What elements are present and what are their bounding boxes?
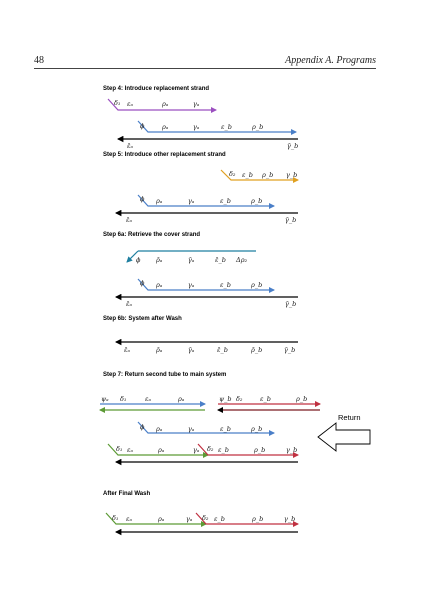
replacement-strand [107, 98, 217, 113]
label-rho-b: ρ_b [251, 515, 263, 523]
label-rho-b: ρ_b [250, 281, 262, 289]
label-gamma-a: γₐ [186, 515, 193, 523]
label-gamma-b-bar: γ̄_b [284, 346, 295, 354]
label-phi: ϕ [140, 279, 145, 287]
label-phi: ϕ [140, 423, 145, 431]
label-gamma-b: γ_b [286, 171, 297, 179]
label-gamma-b-bar: γ̄_b [287, 142, 298, 150]
label-gamma-a: γₐ [193, 100, 200, 108]
label-phi: ϕ [140, 122, 145, 130]
label-eps-b-bar: ε̄_b [217, 346, 228, 354]
label-gamma-a: γₐ [188, 425, 195, 433]
label-delta2: δ₂ [229, 170, 236, 178]
label-gamma-b: γ_b [284, 515, 295, 523]
label-eps-b: ε_b [221, 123, 232, 131]
main-strand [137, 194, 275, 209]
label-eps-b: ε_b [220, 281, 231, 289]
label-rho-a-bar: ρ̄ₐ [155, 346, 163, 354]
step-5-diagram: δ₂ ε_b ρ_b γ_b ϕ ρₐ γₐ ε_b ρ_b ε̄ₐ γ̄_b [114, 169, 299, 224]
step-6a-heading: Step 6a: Retrieve the cover strand [103, 232, 201, 238]
green-strand [107, 443, 209, 458]
label-delta1: δ₁ [116, 445, 123, 453]
label-eps-a-bar: ε̄ₐ [127, 142, 133, 150]
label-rho-b: ρ_b [250, 197, 262, 205]
label-gamma-a: γₐ [188, 281, 195, 289]
main-strand [137, 278, 275, 293]
label-psi-a: ψₐ [101, 395, 109, 403]
label-gamma-a: γₐ [188, 197, 195, 205]
label-eps-b: ε_b [260, 395, 271, 403]
label-eps-b: ε_b [242, 171, 253, 179]
label-gamma-b-bar: γ̄_b [285, 300, 296, 308]
label-rho-b: ρ_b [253, 446, 265, 454]
label-eps-a-bar: ε̄ₐ [126, 216, 132, 224]
label-gamma-a-bar: γ̄ₐ [188, 346, 195, 354]
label-gamma-a: γₐ [193, 446, 200, 454]
label-delta2: δ₂ [236, 395, 243, 403]
label-gamma-b: γ_b [286, 446, 297, 454]
red-strand [197, 443, 299, 458]
label-gamma-a: γₐ [193, 123, 200, 131]
label-eps-b: ε_b [220, 425, 231, 433]
label-rho-b: ρ_b [250, 425, 262, 433]
label-gamma-a-bar: γ̄ₐ [188, 256, 195, 264]
label-eps-b: ε_b [214, 515, 225, 523]
label-rho-b: ρ_b [295, 395, 307, 403]
final-wash-diagram: δ₁ εₐ ρₐ γₐ δ₂ ε_b ρ_b γ_b [105, 512, 299, 536]
label-phi: ϕ [140, 195, 145, 203]
label-rho-a: ρₐ [155, 281, 163, 289]
step-4-heading: Step 4: Introduce replacement strand [103, 86, 210, 92]
running-title: Appendix A. Programs [285, 55, 376, 66]
label-eps-a-bar: ε̄ₐ [124, 346, 130, 354]
return-label: Return [338, 413, 361, 422]
label-eps-b: ε_b [218, 446, 229, 454]
label-rho-b: ρ_b [251, 123, 263, 131]
label-delta1: δ₁ [114, 99, 121, 107]
step-6b-heading: Step 6b: System after Wash [103, 316, 182, 322]
header-rule [34, 68, 376, 69]
label-eps-b-bar: ε̄_b [215, 256, 226, 264]
label-delta2: δ₂ [207, 445, 214, 453]
page-number: 48 [34, 55, 44, 66]
label-delta1: δ₁ [112, 514, 119, 522]
step-6b-diagram: ε̄ₐ ρ̄ₐ γ̄ₐ ε̄_b ρ̄_b γ̄_b [114, 338, 298, 354]
label-gamma-b-bar: γ̄_b [285, 216, 296, 224]
return-arrow-outline [317, 422, 371, 452]
label-eps-a: εₐ [145, 395, 151, 403]
label-delta1: δ₁ [120, 395, 127, 403]
label-eps-a: εₐ [127, 100, 133, 108]
label-rho-a-bar: ρ̄ₐ [155, 256, 163, 264]
step-5-heading: Step 5: Introduce other replacement stra… [103, 152, 226, 158]
red-strand [195, 512, 299, 527]
label-rho-a: ρₐ [155, 425, 163, 433]
label-eps-b: ε_b [220, 197, 231, 205]
main-strand [137, 421, 275, 436]
label-rho-a: ρₐ [177, 395, 185, 403]
final-wash-heading: After Final Wash [103, 491, 151, 497]
step-7-heading: Step 7: Return second tube to main syste… [103, 372, 227, 378]
label-rho-a: ρₐ [157, 446, 165, 454]
cover-strand-tail [126, 250, 139, 263]
main-strand [137, 120, 297, 135]
return-arrow: Return [317, 413, 371, 452]
label-rho-a: ρₐ [155, 197, 163, 205]
label-rho-b: ρ_b [261, 171, 273, 179]
label-rho-a: ρₐ [161, 123, 169, 131]
other-replacement-strand [220, 169, 299, 183]
label-eps-a: εₐ [126, 515, 132, 523]
label-delta-rho2: Δρ₂ [235, 256, 248, 264]
step-7-diagram: ψₐ δ₁ εₐ ρₐ ψ_b δ₂ ε_b ρ_b ϕ ρₐ γₐ ε_b ρ… [99, 395, 371, 466]
label-delta2: δ₂ [202, 514, 209, 522]
label-rho-a: ρₐ [157, 515, 165, 523]
label-psi-b: ψ_b [219, 395, 232, 403]
green-strand [105, 512, 207, 527]
label-eps-a-bar: ε̄ₐ [126, 300, 132, 308]
step-4-diagram: δ₁ εₐ ρₐ γₐ ϕ ρₐ γₐ ε_b ρ_b ε̄ₐ γ̄_b [107, 98, 298, 150]
label-eps-a: εₐ [127, 446, 133, 454]
label-rho-b-bar: ρ̄_b [250, 346, 262, 354]
label-rho-a: ρₐ [161, 100, 169, 108]
label-phi: ϕ [136, 256, 141, 264]
step-6a-diagram: ϕ ρ̄ₐ γ̄ₐ ε̄_b Δρ₂ ϕ ρₐ γₐ ε_b ρ_b ε̄ₐ γ… [114, 250, 298, 308]
